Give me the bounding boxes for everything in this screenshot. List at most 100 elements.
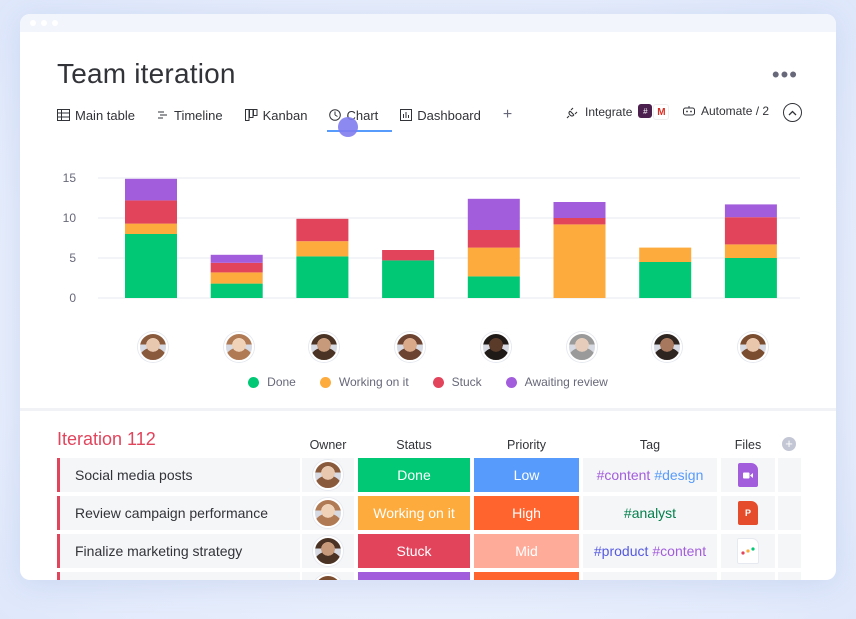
legend-item-done[interactable]: Done bbox=[248, 375, 296, 389]
column-header-owner[interactable]: Owner bbox=[309, 438, 347, 452]
bar-segment-stuck[interactable] bbox=[125, 200, 177, 224]
tag-chip[interactable]: #analyst bbox=[623, 505, 677, 521]
bar-segment-awaiting-review[interactable] bbox=[553, 202, 606, 218]
column-header-files[interactable]: Files bbox=[734, 438, 762, 452]
priority-cell[interactable]: Mid bbox=[474, 534, 579, 568]
window-dot bbox=[41, 20, 47, 26]
tab-timeline[interactable]: Timeline bbox=[157, 102, 223, 128]
monday-logo-icon[interactable] bbox=[737, 538, 759, 564]
tag-chip[interactable]: #content bbox=[596, 467, 651, 483]
bar-segment-done[interactable] bbox=[467, 276, 520, 298]
more-options-button[interactable]: ••• bbox=[771, 62, 798, 87]
tag-cell[interactable]: #analyst bbox=[583, 496, 717, 530]
owner-avatar[interactable] bbox=[309, 332, 340, 362]
bar-segment-done[interactable] bbox=[210, 283, 263, 298]
bar-segment-working-on-it[interactable] bbox=[467, 247, 520, 277]
priority-cell[interactable] bbox=[474, 572, 579, 580]
bar-segment-stuck[interactable] bbox=[467, 230, 520, 248]
tag-cell[interactable]: #content #design bbox=[583, 458, 717, 492]
bar-segment-stuck[interactable] bbox=[724, 217, 777, 245]
legend-item-awaiting[interactable]: Awaiting review bbox=[505, 375, 608, 389]
owner-avatar[interactable] bbox=[652, 332, 683, 362]
table-row[interactable]: Review campaign performance Working on it… bbox=[57, 496, 801, 530]
table-row[interactable] bbox=[57, 572, 801, 580]
legend-item-stuck[interactable]: Stuck bbox=[432, 375, 482, 389]
column-header-status[interactable]: Status bbox=[396, 438, 432, 452]
powerpoint-file-icon[interactable]: P bbox=[738, 501, 758, 525]
bar-segment-working-on-it[interactable] bbox=[296, 241, 349, 257]
avatar bbox=[313, 574, 343, 580]
add-column-button[interactable]: + bbox=[782, 437, 796, 451]
bar-segment-stuck[interactable] bbox=[210, 262, 263, 273]
legend-item-working[interactable]: Working on it bbox=[319, 375, 409, 389]
window-dot bbox=[52, 20, 58, 26]
owner-cell[interactable] bbox=[302, 572, 354, 580]
files-cell[interactable]: P bbox=[721, 496, 775, 530]
tag-chip[interactable]: #design bbox=[654, 467, 704, 483]
bar-segment-done[interactable] bbox=[125, 234, 177, 298]
bar-segment-stuck[interactable] bbox=[553, 218, 606, 225]
automate-label: Automate / 2 bbox=[701, 104, 770, 118]
automate-button[interactable]: Automate / 2 bbox=[682, 104, 769, 118]
files-cell[interactable] bbox=[721, 534, 775, 568]
dashboard-icon bbox=[400, 109, 413, 121]
tag-chip[interactable]: #product bbox=[593, 543, 649, 559]
bar-segment-done[interactable] bbox=[724, 258, 777, 298]
tag-cell[interactable] bbox=[583, 572, 717, 580]
bar-segment-awaiting-review[interactable] bbox=[125, 178, 177, 201]
tab-main-table[interactable]: Main table bbox=[57, 102, 135, 128]
column-header-priority[interactable]: Priority bbox=[507, 438, 546, 452]
item-name[interactable] bbox=[57, 572, 300, 580]
tab-kanban[interactable]: Kanban bbox=[244, 102, 307, 128]
item-name[interactable]: Finalize marketing strategy bbox=[57, 534, 300, 568]
owner-cell[interactable] bbox=[302, 458, 354, 492]
priority-cell[interactable]: Low bbox=[474, 458, 579, 492]
priority-cell[interactable]: High bbox=[474, 496, 579, 530]
status-cell[interactable]: Stuck bbox=[358, 534, 470, 568]
bar-segment-done[interactable] bbox=[382, 260, 435, 298]
bar-segment-working-on-it[interactable] bbox=[210, 272, 263, 284]
bar-segment-working-on-it[interactable] bbox=[724, 244, 777, 258]
owner-cell[interactable] bbox=[302, 534, 354, 568]
owner-avatar[interactable] bbox=[566, 332, 597, 362]
files-cell[interactable] bbox=[721, 572, 775, 580]
table-row[interactable]: Social media posts Done Low #content #design bbox=[57, 458, 801, 492]
bar-segment-working-on-it[interactable] bbox=[125, 223, 177, 234]
owner-avatar[interactable] bbox=[737, 332, 768, 362]
files-cell[interactable] bbox=[721, 458, 775, 492]
video-file-icon[interactable] bbox=[738, 463, 758, 487]
chart-legend: Done Working on it Stuck Awaiting review bbox=[20, 375, 836, 389]
tag-cell[interactable]: #product #content bbox=[583, 534, 717, 568]
group-title[interactable]: Iteration 112 bbox=[57, 429, 156, 449]
bar-segment-awaiting-review[interactable] bbox=[467, 198, 520, 230]
bar-segment-stuck[interactable] bbox=[382, 250, 435, 261]
owner-avatar[interactable] bbox=[223, 332, 254, 362]
owner-avatar[interactable] bbox=[138, 332, 168, 362]
status-cell[interactable] bbox=[358, 572, 470, 580]
integrate-button[interactable]: Integrate # M bbox=[566, 104, 670, 120]
add-view-button[interactable]: + bbox=[503, 102, 512, 128]
bar-segment-done[interactable] bbox=[639, 262, 692, 298]
bar-segment-stuck[interactable] bbox=[296, 218, 349, 242]
owner-cell[interactable] bbox=[302, 496, 354, 530]
board-title[interactable]: Team iteration bbox=[57, 58, 236, 89]
y-tick-label: 15 bbox=[63, 171, 77, 185]
collapse-header-button[interactable] bbox=[783, 103, 802, 122]
column-header-tag[interactable]: Tag bbox=[639, 438, 661, 452]
bar-segment-awaiting-review[interactable] bbox=[724, 204, 777, 218]
item-name[interactable]: Social media posts bbox=[57, 458, 300, 492]
avatar bbox=[313, 460, 343, 490]
tag-chip[interactable]: #content bbox=[652, 543, 707, 559]
bar-segment-awaiting-review[interactable] bbox=[210, 254, 263, 263]
table-row[interactable]: Finalize marketing strategy Stuck Mid #prod… bbox=[57, 534, 801, 568]
bar-segment-working-on-it[interactable] bbox=[639, 247, 692, 262]
empty-cell bbox=[778, 534, 801, 568]
owner-avatar[interactable] bbox=[480, 332, 511, 362]
status-cell[interactable]: Done bbox=[358, 458, 470, 492]
owner-avatar[interactable] bbox=[395, 332, 426, 362]
bar-segment-done[interactable] bbox=[296, 256, 349, 298]
tab-dashboard[interactable]: Dashboard bbox=[400, 102, 481, 128]
status-cell[interactable]: Working on it bbox=[358, 496, 470, 530]
bar-segment-working-on-it[interactable] bbox=[553, 224, 606, 298]
item-name[interactable]: Review campaign performance bbox=[57, 496, 300, 530]
